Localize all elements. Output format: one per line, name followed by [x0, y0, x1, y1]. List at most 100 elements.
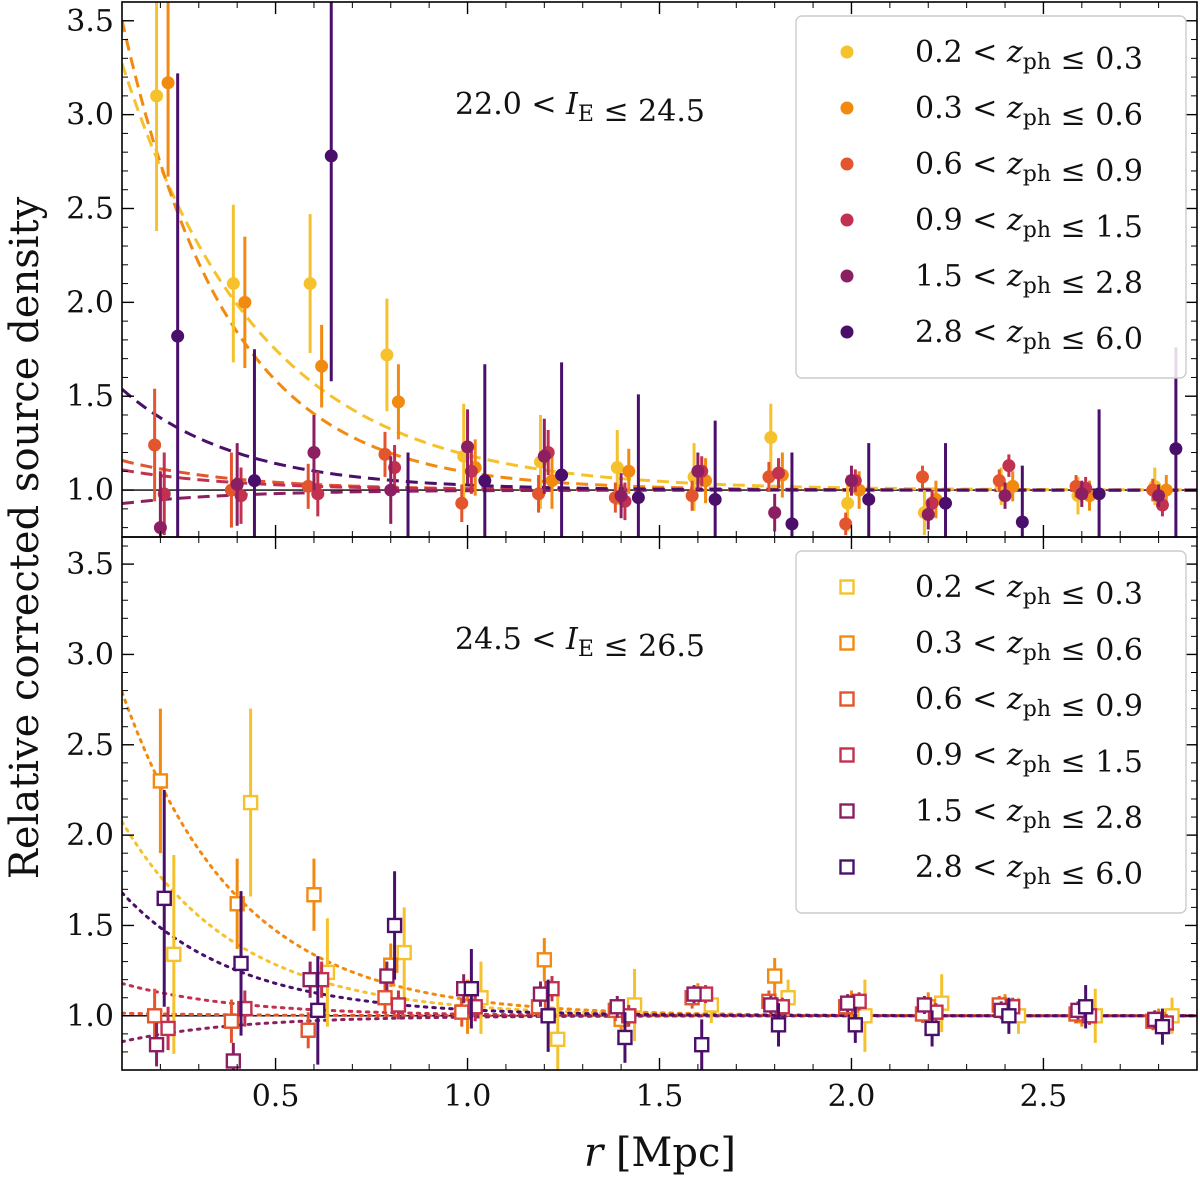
data-point	[161, 76, 175, 90]
legend-label: 1.5 < zph ≤ 2.8	[915, 259, 1143, 301]
data-point	[785, 517, 799, 531]
data-point	[841, 496, 855, 510]
legend-marker	[840, 325, 854, 339]
panel-annotation: 22.0 < IE ≤ 24.5	[455, 87, 705, 129]
data-point	[545, 474, 559, 488]
legend-label: 0.9 < zph ≤ 1.5	[915, 738, 1143, 780]
legend-marker	[840, 269, 854, 283]
legend-marker	[839, 579, 855, 595]
data-point	[230, 477, 244, 491]
panel-plot-area	[122, 690, 1197, 1070]
y-tick-label: 3.0	[66, 98, 114, 133]
x-tick-label: 1.0	[444, 1079, 492, 1114]
legend-marker	[840, 213, 854, 227]
y-tick-label: 3.5	[66, 547, 114, 582]
data-point	[300, 1022, 316, 1038]
data-point	[614, 489, 628, 503]
legend-label: 0.6 < zph ≤ 0.9	[915, 147, 1143, 189]
data-point	[148, 438, 162, 452]
y-axis-title: Relative corrected source density	[2, 196, 48, 879]
data-point	[315, 359, 329, 373]
y-tick-label: 2.0	[66, 285, 114, 320]
fit-curve-5	[122, 1014, 1197, 1044]
data-point	[862, 492, 876, 506]
data-point	[238, 295, 252, 309]
data-point	[247, 474, 261, 488]
data-point	[380, 348, 394, 362]
data-point	[378, 447, 392, 461]
data-point	[324, 149, 338, 163]
data-point	[631, 491, 645, 505]
data-point	[390, 997, 407, 1013]
legend-label: 0.3 < zph ≤ 0.6	[915, 626, 1143, 668]
data-point	[171, 329, 185, 343]
data-point	[924, 1020, 940, 1037]
data-point	[1169, 442, 1183, 456]
data-point	[150, 89, 164, 103]
data-point	[223, 1013, 240, 1029]
data-point	[306, 887, 322, 903]
data-point	[225, 1053, 242, 1069]
data-point	[310, 1002, 326, 1019]
data-point	[146, 1008, 163, 1024]
legend-label: 0.9 < zph ≤ 1.5	[915, 203, 1143, 245]
legend-marker	[839, 803, 855, 819]
legend-label: 2.8 < zph ≤ 6.0	[915, 315, 1143, 357]
data-point	[160, 1020, 176, 1037]
data-point	[622, 464, 636, 478]
data-point	[233, 955, 249, 972]
data-point	[391, 395, 405, 409]
data-point	[1152, 489, 1166, 503]
data-point	[148, 1037, 165, 1053]
legend-label: 1.5 < zph ≤ 2.8	[915, 794, 1143, 836]
data-point	[839, 517, 853, 531]
data-point	[532, 986, 549, 1002]
series-2	[161, 2, 1173, 519]
legend-label: 0.3 < zph ≤ 0.6	[915, 91, 1143, 133]
data-point	[302, 971, 318, 988]
y-tick-label: 3.5	[66, 4, 114, 39]
y-tick-label: 3.0	[66, 637, 114, 672]
data-point	[694, 1037, 710, 1053]
data-point	[311, 487, 325, 501]
data-point	[609, 999, 625, 1015]
legend: 0.2 < zph ≤ 0.3 0.3 < zph ≤ 0.6 0.6 < zph …	[795, 15, 1187, 379]
fit-curve-4	[122, 981, 1197, 1018]
data-point	[386, 917, 403, 934]
data-point	[847, 1017, 864, 1033]
data-point	[166, 946, 182, 963]
y-tick-label: 1.5	[66, 379, 114, 414]
y-tick-label: 2.5	[66, 728, 114, 763]
legend-label: 2.8 < zph ≤ 6.0	[915, 850, 1143, 892]
data-point	[396, 944, 412, 961]
data-point	[156, 890, 172, 907]
series-4	[160, 961, 1174, 1051]
data-point	[992, 474, 1006, 488]
data-point	[1002, 459, 1016, 473]
legend: 0.2 < zph ≤ 0.3 0.3 < zph ≤ 0.6 0.6 < zph …	[795, 550, 1187, 914]
data-point	[839, 995, 856, 1011]
panel-plot-area	[122, 2, 1197, 537]
legend-marker	[839, 747, 855, 763]
legend-box	[795, 550, 1187, 914]
data-point	[617, 1029, 633, 1046]
data-point	[463, 980, 480, 997]
legend-marker	[839, 691, 855, 707]
data-point	[915, 470, 929, 484]
data-point	[916, 997, 933, 1013]
data-point	[537, 449, 551, 463]
data-point	[686, 986, 702, 1002]
legend-box	[795, 15, 1187, 379]
data-point	[764, 431, 778, 445]
legend-label: 0.2 < zph ≤ 0.3	[915, 35, 1143, 77]
x-tick-label: 2.0	[828, 1079, 876, 1114]
data-point	[766, 968, 783, 984]
data-point	[555, 468, 569, 482]
series-6	[156, 789, 1171, 1070]
data-point	[1092, 487, 1106, 501]
legend-marker	[840, 101, 854, 115]
data-point	[152, 773, 169, 789]
data-point	[455, 496, 469, 510]
